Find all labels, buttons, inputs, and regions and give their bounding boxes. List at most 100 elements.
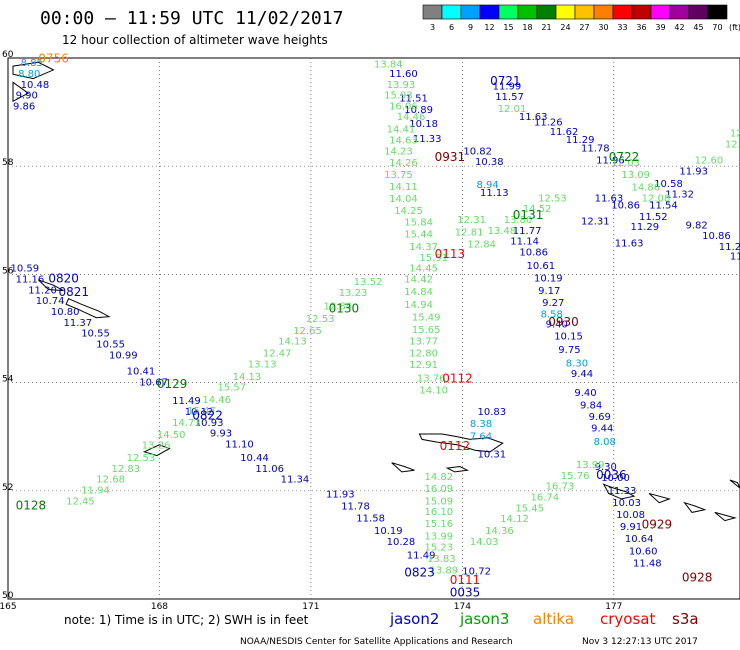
wave-height-value: 15.49	[412, 312, 441, 323]
wave-height-value: 10.86	[519, 248, 548, 259]
wave-height-value: 14.50	[157, 430, 186, 441]
wave-height-value: 15.57	[218, 383, 247, 394]
colorbar-tick-label: 36	[636, 23, 646, 32]
wave-height-value: 10.99	[109, 350, 138, 361]
wave-height-value: 15.65	[412, 325, 441, 336]
wave-height-value: 9.44	[591, 423, 613, 434]
y-tick-label: 50	[2, 591, 14, 601]
wave-height-value: 9.40	[574, 388, 596, 399]
colorbar-tick-label: 3	[430, 23, 435, 32]
colorbar-tick-label: 15	[503, 23, 513, 32]
pass-time-label: 0929	[642, 518, 673, 532]
coastline-layer	[12, 61, 740, 522]
wave-height-value: 7.64	[470, 431, 492, 442]
colorbar-tick-label: 12	[484, 23, 494, 32]
wave-height-value: 10.12	[185, 407, 214, 418]
y-tick-label: 56	[2, 266, 14, 276]
pass-time-label: 0112	[440, 439, 471, 453]
wave-height-value: 10.67	[139, 377, 168, 388]
coastline-island	[602, 483, 636, 500]
colorbar-swatch	[498, 4, 519, 20]
wave-height-value: 10.80	[51, 307, 80, 318]
wave-height-value: 11.29	[631, 222, 660, 233]
wave-height-value: 15.84	[404, 218, 433, 229]
coastline-island	[418, 433, 504, 453]
wave-height-value: 14.82	[425, 472, 454, 483]
wave-height-value: 12.81	[455, 227, 484, 238]
colorbar-swatch	[555, 4, 576, 20]
wave-height-value: 8.58	[541, 310, 563, 321]
wave-height-value: 11.20	[28, 285, 57, 296]
wave-height-value: 14.25	[394, 206, 423, 217]
coastline-island	[65, 298, 111, 319]
wave-height-value: 10.55	[96, 339, 125, 350]
wave-height-value: 14.52	[523, 204, 552, 215]
wave-height-value: 13.23	[339, 288, 368, 299]
x-tick-label: 177	[605, 602, 622, 612]
axis-tick-labels: 165 168 171 174 177 60 58 56 54 52 50	[0, 50, 622, 612]
colorbar-swatch	[536, 4, 557, 20]
x-tick-label: 171	[302, 602, 319, 612]
wave-height-value: 12.83	[112, 464, 141, 475]
wave-height-value: 10.60	[629, 547, 658, 558]
wave-height-value: 15.45	[515, 503, 544, 514]
wave-height-value: 11.58	[356, 514, 385, 525]
wave-height-value: 12.53	[127, 453, 156, 464]
pass-time-label: 0113	[435, 247, 466, 261]
colorbar-tick-label: 30	[598, 23, 608, 32]
wave-height-value: 12.31	[457, 215, 486, 226]
colorbar-tick-label: 70	[712, 23, 722, 32]
wave-height-value: 10.03	[612, 498, 641, 509]
wave-height-value: 12.53	[306, 314, 335, 325]
colorbar-tick-label: 45	[693, 23, 703, 32]
pass-time-label: 0928	[682, 571, 713, 585]
wave-height-value: 11.62	[550, 127, 579, 138]
wave-height-value: 12.65	[293, 326, 322, 337]
wave-height-value: 11.13	[480, 188, 509, 199]
pass-time-label: 0131	[513, 208, 544, 222]
wave-height-value: 13.99	[576, 460, 605, 471]
wave-height-value: 13.13	[248, 360, 277, 371]
wave-height-value: 14.04	[389, 194, 418, 205]
wave-height-value: 11.57	[495, 92, 524, 103]
wave-height-value: 11.06	[255, 464, 284, 475]
wave-height-value: 16.06	[389, 101, 418, 112]
wave-height-value: 9.86	[13, 101, 35, 112]
colorbar-tick-label: 27	[579, 23, 589, 32]
wave-height-value: 14.46	[397, 112, 426, 123]
wave-height-value: 14.36	[485, 526, 514, 537]
wave-height-value: 10.58	[654, 179, 683, 190]
colorbar-unit-label: (ft)	[729, 23, 740, 32]
coastline-island	[683, 501, 707, 513]
colorbar-swatch	[669, 4, 690, 20]
wave-height-value: 11.93	[326, 489, 355, 500]
wave-height-value: 15.16	[425, 519, 454, 530]
wave-height-value: 11.33	[413, 134, 442, 145]
pass-time-label: 0823	[404, 565, 435, 579]
wave-height-value: 12.01	[498, 104, 527, 115]
wave-height-value: 10.15	[554, 331, 583, 342]
wave-height-value: 10.00	[601, 473, 630, 484]
wave-height-value: 13.89	[430, 566, 459, 577]
satellite-legend: jason2 jason3 altika cryosat s3a	[389, 610, 699, 628]
wave-height-value: 12.54	[725, 139, 740, 150]
wave-height-value: 11.48	[633, 559, 662, 570]
pass-time-label: 0930	[548, 315, 579, 329]
colorbar-tick-label: 21	[541, 23, 551, 32]
wave-height-value: 10.55	[81, 329, 110, 340]
wave-height-value: 14.23	[384, 146, 413, 157]
colorbar-tick-label: 18	[522, 23, 532, 32]
satellite-legend-jason3: jason3	[459, 610, 509, 628]
wave-height-value: 13.76	[417, 374, 446, 385]
chart-subtitle: 12 hour collection of altimeter wave hei…	[62, 33, 328, 47]
x-tick-label: 165	[0, 602, 17, 612]
wave-height-value: 10.28	[387, 537, 416, 548]
wave-height-value: 10.38	[475, 157, 504, 168]
wave-height-value: 16.74	[531, 493, 560, 504]
wave-height-value: 14.84	[404, 287, 433, 298]
wave-height-value: 14.03	[470, 537, 499, 548]
wave-height-value: 9.40	[546, 319, 568, 330]
wave-height-value: 11.27	[719, 242, 740, 253]
